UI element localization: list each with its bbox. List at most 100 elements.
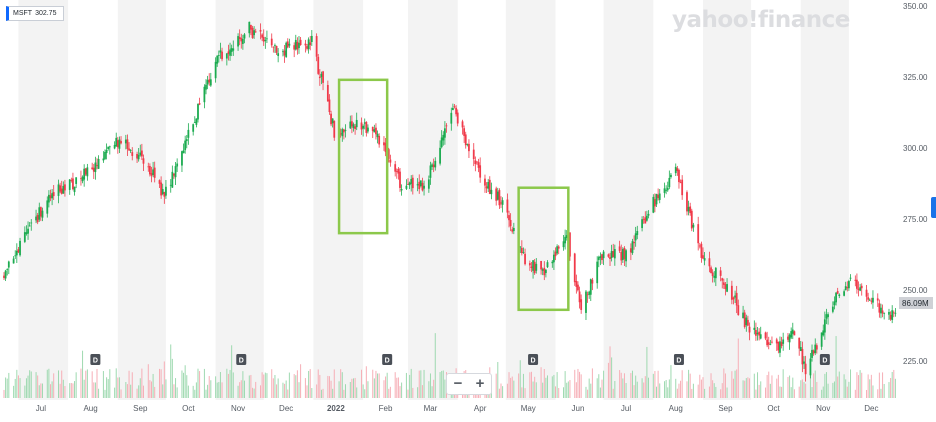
x-tick-label: Sep [718, 404, 733, 413]
volume-bar [668, 379, 670, 398]
candle-body [344, 130, 347, 131]
volume-bar [540, 367, 542, 398]
zoom-in-button[interactable]: + [475, 375, 485, 392]
panel-handle[interactable] [931, 197, 936, 218]
candle-body [857, 288, 860, 290]
candle-body [846, 287, 849, 289]
x-tick-label: Jul [36, 404, 46, 413]
volume-bar [284, 383, 286, 398]
candle-body [809, 358, 812, 376]
candle-body [823, 319, 826, 333]
volume-bar [229, 369, 231, 398]
candle-body [815, 345, 818, 350]
candle-body [880, 307, 882, 314]
volume-bar [5, 377, 7, 398]
volume-bar [607, 362, 609, 398]
volume-bar [118, 377, 120, 398]
candle-body [383, 142, 385, 146]
ticker-tag[interactable]: MSFT 302.75 [6, 6, 65, 21]
candle-body [586, 294, 589, 296]
volume-bar [364, 389, 366, 398]
volume-bar [311, 388, 313, 398]
volume-bar [349, 382, 351, 398]
candle-body [115, 137, 118, 147]
month-band [505, 0, 556, 400]
volume-bar [635, 375, 637, 398]
volume-bar [575, 382, 577, 398]
candle-body [411, 177, 414, 189]
candle-body [569, 232, 571, 257]
volume-bar [833, 381, 835, 398]
volume-bar [37, 375, 39, 398]
candle-body [315, 36, 318, 57]
candle-body [341, 129, 344, 137]
candle-body [64, 184, 66, 191]
candle-body [96, 164, 98, 167]
volume-bar [619, 370, 621, 398]
candle-body [431, 164, 433, 167]
candle-body [217, 55, 220, 56]
volume-bar [872, 385, 874, 398]
volume-bar [652, 373, 654, 398]
volume-bar [94, 382, 96, 398]
volume-bar [17, 375, 19, 398]
volume-bar [747, 377, 749, 398]
volume-bar [704, 388, 706, 398]
dividend-marker-label: D [676, 358, 681, 365]
candle-body [171, 171, 174, 188]
volume-bar [766, 375, 768, 398]
candle-body [108, 146, 111, 148]
volume-bar [558, 387, 560, 398]
candle-body [623, 248, 626, 260]
volume-bar [362, 384, 364, 398]
candle-body [474, 160, 477, 165]
volume-bar [792, 377, 794, 398]
volume-bar [106, 377, 108, 398]
volume-bar [231, 345, 233, 398]
candle-body [634, 233, 637, 241]
volume-bar [713, 383, 715, 398]
candle-body [654, 199, 656, 207]
volume-bar [732, 378, 734, 398]
candle-body [376, 133, 379, 138]
volume-bar [524, 388, 526, 398]
candle-body [6, 269, 9, 270]
candle-body [139, 152, 142, 156]
yahoo-finance-logo: yahoo!finance [672, 7, 850, 33]
candle-body [870, 300, 873, 302]
zoom-out-button[interactable]: − [453, 375, 463, 392]
candle-body [116, 140, 119, 148]
volume-bar [316, 384, 318, 398]
volume-bar [49, 384, 51, 398]
volume-bar [333, 369, 335, 398]
volume-bar [184, 365, 186, 398]
candle-body [221, 51, 223, 60]
candle-body [147, 166, 150, 168]
candle-body [86, 167, 89, 177]
volume-bar [692, 383, 694, 398]
volume-bar [377, 373, 379, 398]
volume-bar [566, 382, 568, 398]
volume-bar [378, 373, 380, 398]
candle-body [318, 76, 321, 79]
volume-bar [288, 372, 290, 398]
volume-bar [837, 376, 839, 398]
volume-bar [215, 376, 217, 398]
candle-body [892, 312, 895, 314]
volume-bar [809, 375, 811, 398]
candle-body [498, 190, 501, 206]
volume-bar [389, 386, 391, 398]
candle-body [730, 285, 733, 300]
volume-bar [309, 369, 311, 398]
highlight-boxes [337, 78, 570, 312]
volume-bar [388, 388, 390, 398]
candle-body [160, 182, 163, 196]
candle-body [488, 179, 491, 194]
volume-bar [680, 380, 682, 398]
volume-bar [62, 379, 64, 398]
volume-bar [296, 370, 298, 398]
volume-bar [407, 389, 409, 398]
candle-body [354, 126, 357, 129]
